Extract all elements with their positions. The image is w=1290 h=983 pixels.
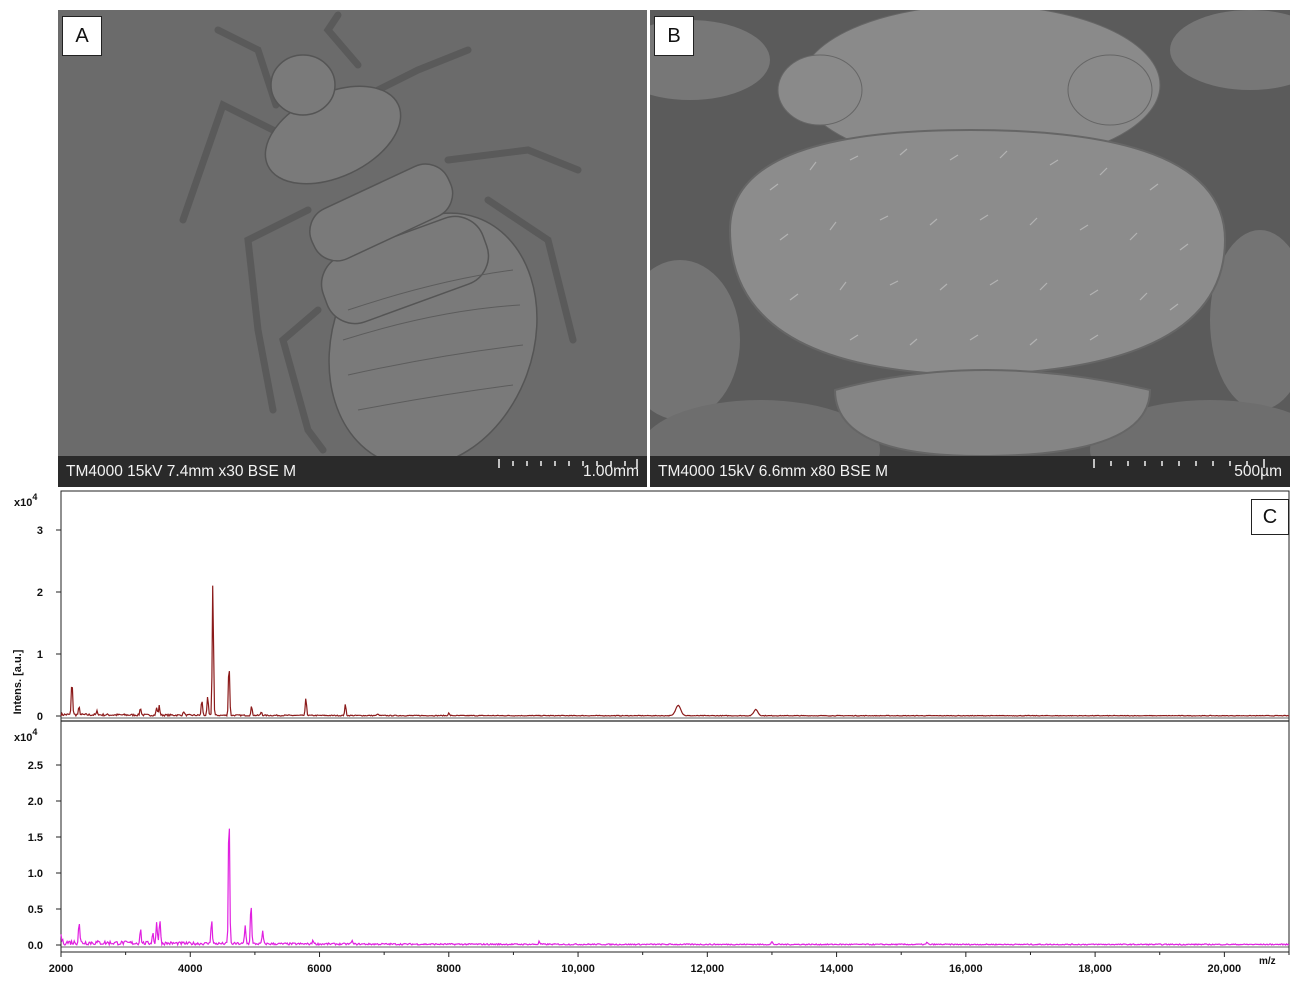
mass-spectrum-chart: 0 1 2 3 0.0 0.5 1.0 1.5 2.0 2.5 2000 4000 6000 8000… (12, 490, 1290, 975)
y-tick-label-top: 0 (37, 711, 43, 723)
panel-letter-c: C (1251, 499, 1289, 535)
scale-bar-ticks-a (498, 459, 638, 468)
y-tick-label-bottom: 0.5 (28, 904, 43, 916)
scale-bar-label-b: 500µm (1234, 463, 1282, 480)
x-axis: 2000 4000 6000 8000 10,000 12,000 14,000 16,000… (49, 952, 1290, 975)
panel-letter-b: B (654, 16, 694, 56)
x-tick-label: 2000 (49, 963, 73, 975)
x-tick-label: 14,000 (820, 963, 854, 975)
y-tick-label-bottom: 2.0 (28, 796, 43, 808)
x-tick-label: 6000 (307, 963, 331, 975)
spectrum-series-top (60, 585, 1290, 718)
y-tick-label-top: 1 (37, 649, 43, 661)
y-tick-label-bottom: 2.5 (28, 760, 43, 772)
x-tick-label: 10,000 (561, 963, 595, 975)
y-axis-bottom: 0.0 0.5 1.0 1.5 2.0 2.5 (28, 760, 61, 952)
x-tick-label: 16,000 (949, 963, 983, 975)
x-tick-label: 4000 (178, 963, 202, 975)
y-tick-label-top: 3 (37, 525, 43, 537)
spectrum-series-bottom (60, 828, 1290, 947)
x-tick-label: 20,000 (1208, 963, 1242, 975)
sem-image-whole-insect (179, 11, 582, 456)
x-axis-label: m/z (1259, 956, 1276, 967)
y-exponent-bottom: x104 (14, 727, 37, 744)
x-tick-label: 8000 (437, 963, 461, 975)
sem-panel-b: B TM4000 15kV 6.6mm x80 BSE M 500µm (650, 10, 1290, 487)
y-axis-top: 0 1 2 3 (37, 525, 61, 723)
sem-image-closeup (650, 10, 1290, 456)
x-tick-label: 12,000 (690, 963, 724, 975)
sem-info-bar-b: TM4000 15kV 6.6mm x80 BSE M 500µm (650, 456, 1290, 487)
y-axis-label: Intens. [a.u.] (12, 649, 24, 714)
sem-metadata-b: TM4000 15kV 6.6mm x80 BSE M (658, 463, 889, 480)
x-tick-label: 18,000 (1078, 963, 1112, 975)
y-tick-label-top: 2 (37, 587, 43, 599)
panel-letter-a: A (62, 16, 102, 56)
scale-bar-label-a: 1.00mm (583, 463, 639, 480)
y-tick-label-bottom: 1.5 (28, 832, 43, 844)
scale-bar-ticks-b (1093, 459, 1265, 468)
sem-info-bar-a: TM4000 15kV 7.4mm x30 BSE M 1.00mm (58, 456, 647, 487)
sem-panel-a: A TM4000 15kV 7.4mm x30 BSE M 1.00mm (58, 10, 647, 487)
y-tick-label-bottom: 0.0 (28, 940, 43, 952)
spectrum-traces (60, 585, 1290, 948)
sem-metadata-a: TM4000 15kV 7.4mm x30 BSE M (66, 463, 297, 480)
y-tick-label-bottom: 1.0 (28, 868, 43, 880)
y-exponent-top: x104 (14, 492, 37, 509)
